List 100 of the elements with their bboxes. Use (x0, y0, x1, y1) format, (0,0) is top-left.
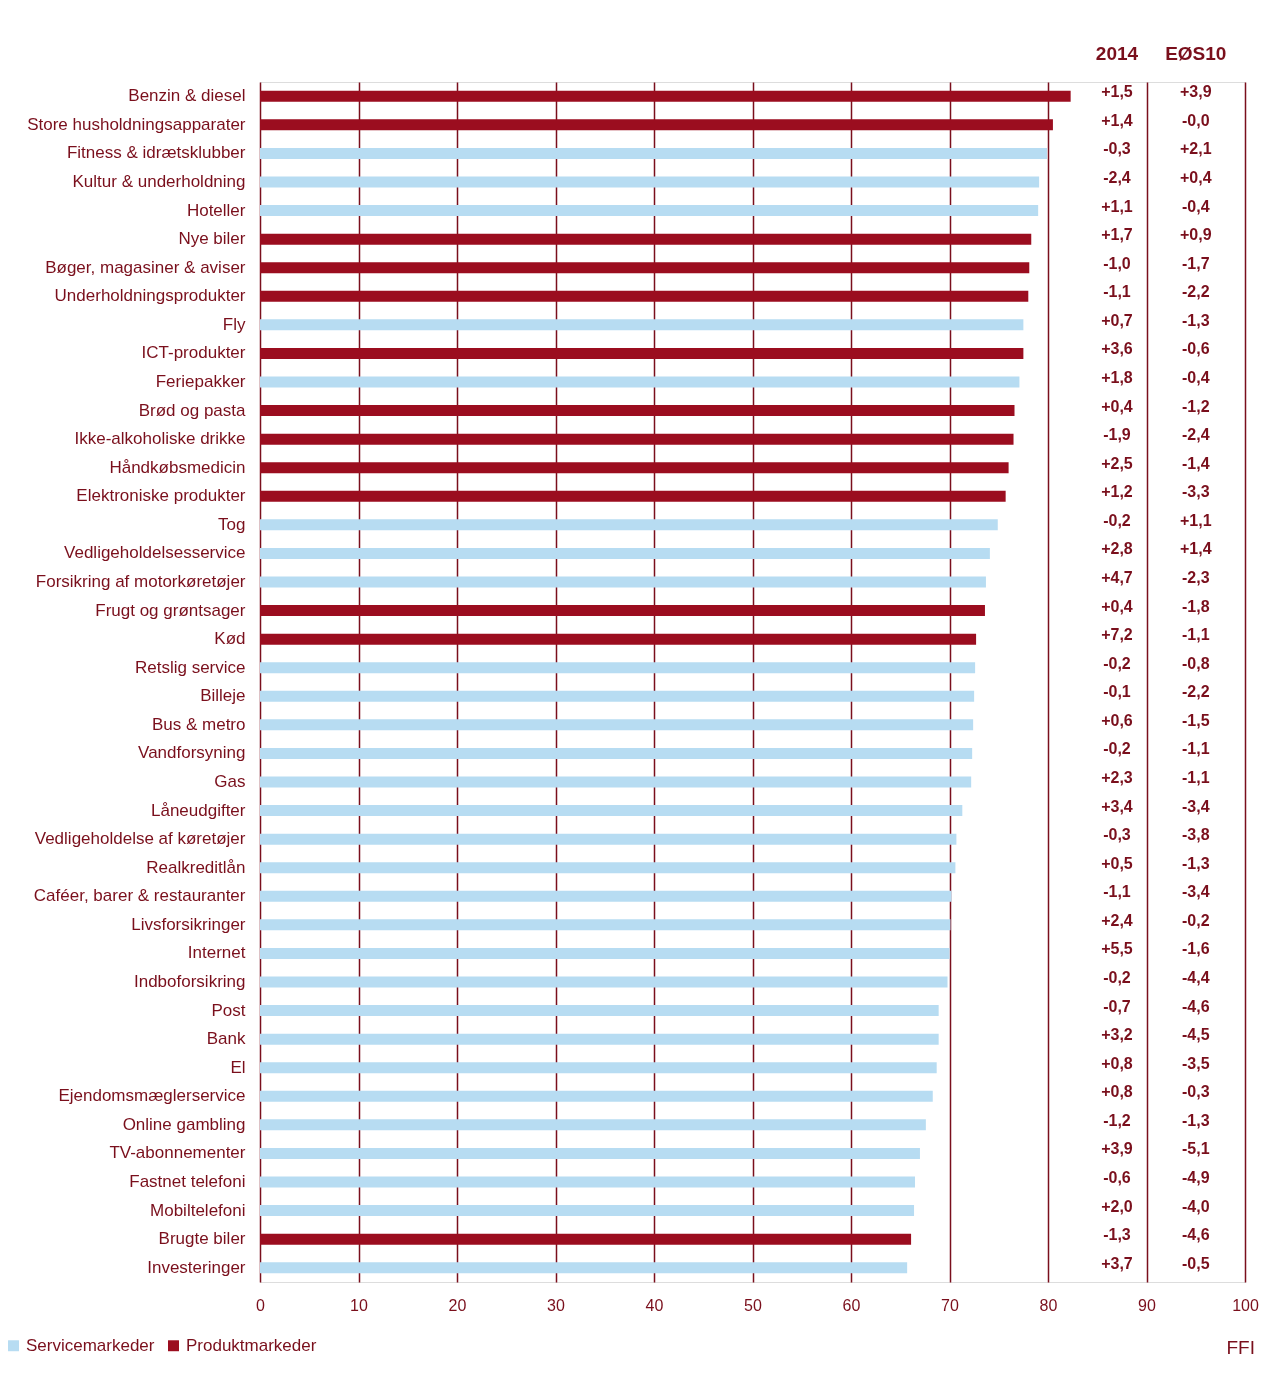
bar (260, 205, 1039, 217)
annotation: -3,5 (1181, 1054, 1210, 1072)
x-tick-label: 30 (547, 1296, 565, 1314)
annotation: -0,3 (1181, 1083, 1210, 1101)
y-tick-label: Bank (206, 1029, 246, 1049)
bar (260, 1090, 933, 1102)
y-tick-label: Brød og pasta (138, 400, 247, 420)
annotation: -5,1 (1181, 1140, 1210, 1158)
y-tick-label: Frugt og grøntsager (95, 600, 246, 620)
y-tick-label: Bus & metro (151, 714, 246, 734)
annotation: -1,1 (1181, 740, 1210, 758)
annotation: -1,1 (1103, 283, 1131, 301)
y-tick-label: Tog (218, 514, 246, 534)
annotation: +0,4 (1101, 597, 1133, 615)
text: 2014 (1095, 43, 1139, 64)
annotation: -0,2 (1103, 740, 1131, 758)
annotation: +2,5 (1101, 454, 1133, 472)
annotation: +0,7 (1101, 311, 1133, 329)
y-tick-label: Realkreditlån (146, 857, 246, 877)
annotation: +3,2 (1101, 1026, 1133, 1044)
annotation: +0,4 (1101, 397, 1133, 415)
annotation: -2,3 (1181, 569, 1210, 586)
x-tick-label: 0 (256, 1296, 266, 1314)
annotation: -0,1 (1103, 683, 1131, 701)
annotation: -2,2 (1181, 683, 1210, 701)
y-tick-label: Online gambling (122, 1114, 246, 1134)
bar (260, 605, 985, 617)
y-tick-label: Post (211, 1000, 246, 1020)
y-tick-label: Retslig service (134, 657, 246, 677)
text: EØS10 (1165, 43, 1227, 64)
bar (260, 890, 952, 902)
x-tick-label: 90 (1138, 1296, 1156, 1314)
x-tick-label: 60 (842, 1296, 861, 1314)
annotation: -1,3 (1181, 311, 1210, 329)
annotation: -3,4 (1181, 883, 1210, 901)
bar (260, 119, 1053, 131)
annotation: +3,6 (1101, 340, 1133, 358)
bar (260, 405, 1015, 417)
annotation: +1,7 (1101, 226, 1133, 244)
annotation: -0,2 (1103, 969, 1131, 986)
annotation: +3,9 (1101, 1140, 1133, 1158)
bar (260, 919, 951, 931)
bar (260, 976, 948, 988)
annotation: -1,1 (1181, 769, 1210, 786)
bar (260, 233, 1032, 245)
bar (260, 519, 998, 531)
y-tick-label: Låneudgifter (150, 800, 246, 820)
annotation: -1,3 (1181, 854, 1210, 872)
y-tick-label: Hoteller (186, 200, 246, 220)
bar (260, 319, 1024, 331)
bar (260, 719, 974, 731)
bar (260, 1262, 908, 1274)
annotation: +2,0 (1101, 1197, 1133, 1215)
bar (260, 1062, 937, 1074)
bar (260, 947, 950, 959)
annotation: -1,1 (1181, 626, 1210, 644)
annotation: -3,8 (1181, 826, 1210, 844)
bar (260, 690, 975, 702)
y-tick-label: Gas (214, 772, 246, 791)
annotation: +4,7 (1101, 569, 1133, 586)
y-tick-label: Underholdningsprodukter (54, 286, 246, 306)
y-tick-label: Benzin & diesel (128, 86, 246, 106)
annotation: -1,1 (1103, 883, 1131, 901)
annotation: -0,3 (1103, 140, 1131, 158)
x-tick-label: 70 (941, 1296, 959, 1314)
y-tick-label: Vandforsyning (138, 743, 246, 763)
annotation: +0,9 (1179, 226, 1212, 244)
annotation: +1,1 (1101, 197, 1133, 215)
annotation: -1,4 (1181, 454, 1210, 472)
annotation: -0,5 (1181, 1254, 1210, 1272)
bar (260, 176, 1040, 188)
annotation: +1,2 (1101, 483, 1133, 501)
x-tick-label: 10 (350, 1296, 368, 1314)
annotation: +1,1 (1179, 511, 1212, 529)
annotation: -1,2 (1181, 397, 1210, 415)
annotation: -0,8 (1181, 654, 1210, 672)
annotation: +1,4 (1179, 540, 1212, 558)
y-tick-label: Brugte biler (158, 1229, 246, 1249)
annotation: -4,6 (1181, 997, 1210, 1015)
bar (260, 376, 1020, 388)
annotation: -0,6 (1103, 1169, 1131, 1186)
annotation: -4,0 (1181, 1197, 1210, 1215)
annotation: -1,2 (1103, 1111, 1131, 1129)
annotation: +1,4 (1101, 111, 1133, 129)
annotation: -0,6 (1181, 340, 1210, 358)
x-tick-label: 100 (1232, 1296, 1259, 1314)
legend-label: Servicemarkeder (26, 1335, 155, 1355)
annotation: -1,7 (1181, 254, 1210, 272)
annotation: +3,4 (1101, 797, 1133, 815)
y-tick-label: Fly (222, 314, 246, 334)
annotation: -1,5 (1181, 711, 1210, 729)
bar (260, 862, 956, 874)
annotation: -0,4 (1181, 197, 1210, 215)
y-tick-label: Vedligeholdelse af køretøjer (34, 829, 246, 849)
bar (260, 1119, 926, 1131)
bar (260, 290, 1029, 302)
y-tick-label: Internet (187, 943, 246, 963)
bar (260, 833, 957, 845)
bar (260, 633, 977, 645)
y-tick-label: TV-abonnementer (109, 1143, 246, 1163)
